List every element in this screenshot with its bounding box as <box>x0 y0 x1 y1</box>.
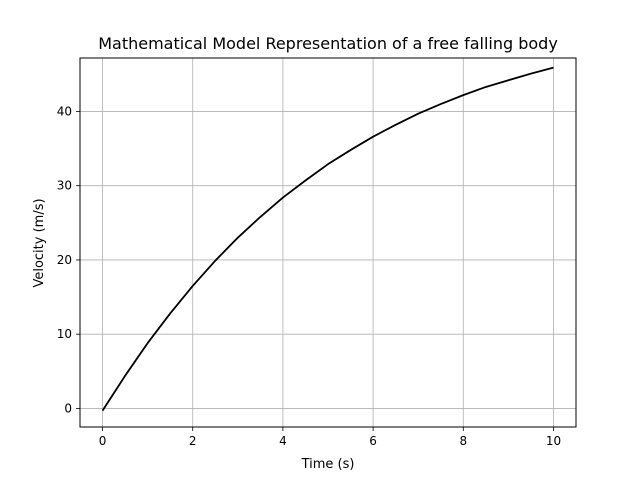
x-tick-label: 8 <box>459 434 467 448</box>
y-tick-label: 10 <box>57 327 72 341</box>
x-tick-label: 0 <box>99 434 107 448</box>
y-tick-label: 30 <box>57 179 72 193</box>
plot-frame <box>79 57 577 428</box>
x-axis-label: Time (s) <box>301 457 355 472</box>
x-tick-label: 2 <box>189 434 197 448</box>
ticks: 0 2 4 6 8 10 0 10 20 30 40 <box>57 104 561 448</box>
line-layer <box>101 66 554 412</box>
x-tick-label: 10 <box>546 434 561 448</box>
y-axis-label: Velocity (m/s) <box>32 198 47 287</box>
x-tick-label: 6 <box>369 434 377 448</box>
y-tick-label: 20 <box>57 253 72 267</box>
chart-title: Mathematical Model Representation of a f… <box>98 34 558 53</box>
x-tick-label: 4 <box>279 434 287 448</box>
velocity-series-line <box>101 66 554 412</box>
y-tick-label: 0 <box>64 401 72 415</box>
y-tick-label: 40 <box>57 104 72 118</box>
grid <box>80 58 576 427</box>
